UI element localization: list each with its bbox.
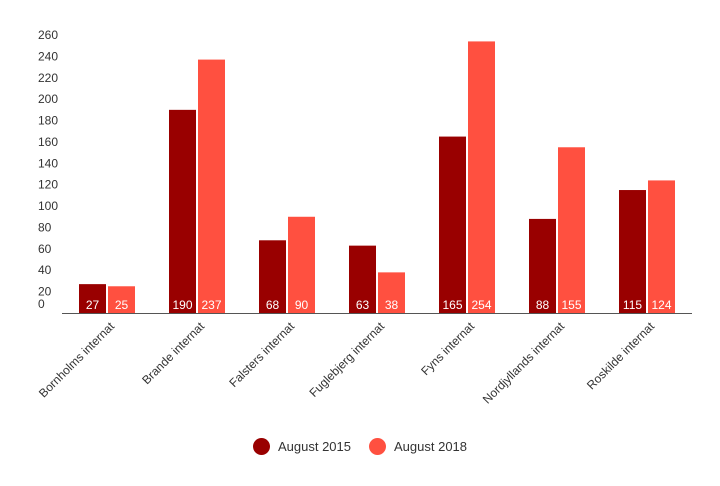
- bar: [468, 41, 495, 314]
- y-tick-label: 180: [38, 114, 58, 128]
- y-tick-label: 120: [38, 178, 58, 192]
- bar: [79, 284, 106, 313]
- bar-value-label: 254: [471, 298, 491, 312]
- bar-value-label: 88: [536, 298, 550, 312]
- bar-value-label: 68: [266, 298, 280, 312]
- bar-value-label: 124: [651, 298, 671, 312]
- legend-label-august-2018: August 2018: [394, 438, 468, 454]
- legend-item-august-2015[interactable]: August 2015: [252, 437, 351, 455]
- legend-swatch-august-2015: [252, 437, 270, 455]
- y-tick-label: 260: [38, 28, 58, 42]
- x-tick-label: Bornholms internat: [36, 319, 118, 401]
- y-tick-label: 80: [38, 220, 52, 234]
- bar: [349, 245, 376, 313]
- bar: [198, 59, 225, 313]
- y-tick-label: 0: [38, 297, 45, 311]
- x-tick-label: Fuglebjerg internat: [306, 319, 387, 400]
- bar-value-label: 38: [385, 298, 399, 312]
- bar-value-label: 63: [356, 298, 370, 312]
- x-tick-label: Fyns internat: [418, 319, 477, 378]
- bar-value-label: 27: [86, 298, 100, 312]
- y-tick-label: 20: [38, 285, 52, 299]
- legend-swatch-august-2018: [369, 437, 386, 455]
- y-tick-label: 160: [38, 135, 58, 149]
- bar-value-label: 25: [115, 298, 129, 312]
- bars-group: 27 25 190 237 68 90 63 38 165 254 88 155 115 124: [79, 41, 675, 314]
- bar-value-label: 237: [201, 298, 221, 312]
- legend-item-august-2018[interactable]: August 2018: [369, 437, 468, 455]
- bar: [169, 109, 196, 313]
- x-tick-label: Nordjyllands internat: [480, 319, 568, 407]
- y-tick-label: 220: [38, 71, 58, 85]
- y-tick-label: 140: [38, 156, 58, 170]
- bar: [378, 272, 405, 313]
- y-axis: 020 40 60 80 100 120 140 160 180 200 220 240 260: [38, 28, 58, 311]
- bar: [288, 216, 315, 313]
- bar: [439, 136, 466, 313]
- bar: [558, 147, 585, 313]
- x-tick-label: Roskilde internat: [584, 319, 658, 393]
- y-tick-label: 60: [38, 242, 52, 256]
- legend: August 2015 August 2018: [0, 436, 720, 456]
- y-tick-label: 200: [38, 92, 58, 106]
- bar: [108, 286, 135, 313]
- y-tick-label: 40: [38, 263, 52, 277]
- legend-label-august-2015: August 2015: [277, 438, 351, 454]
- x-axis: Bornholms internat Brande internat Falster…: [36, 313, 692, 407]
- y-tick-label: 240: [38, 49, 58, 63]
- bar-value-label: 155: [561, 298, 581, 312]
- bar-value-label: 190: [172, 298, 192, 312]
- x-tick-label: Falsters internat: [226, 319, 297, 390]
- bar: [648, 180, 675, 313]
- bar: [529, 218, 556, 313]
- bar-value-label: 115: [623, 298, 642, 312]
- y-tick-label: 100: [38, 199, 58, 213]
- bar: [259, 240, 286, 313]
- x-tick-label: Brande internat: [139, 319, 207, 387]
- bar-value-label: 165: [442, 298, 462, 312]
- bar: [619, 190, 646, 313]
- bar-value-label: 90: [295, 298, 309, 312]
